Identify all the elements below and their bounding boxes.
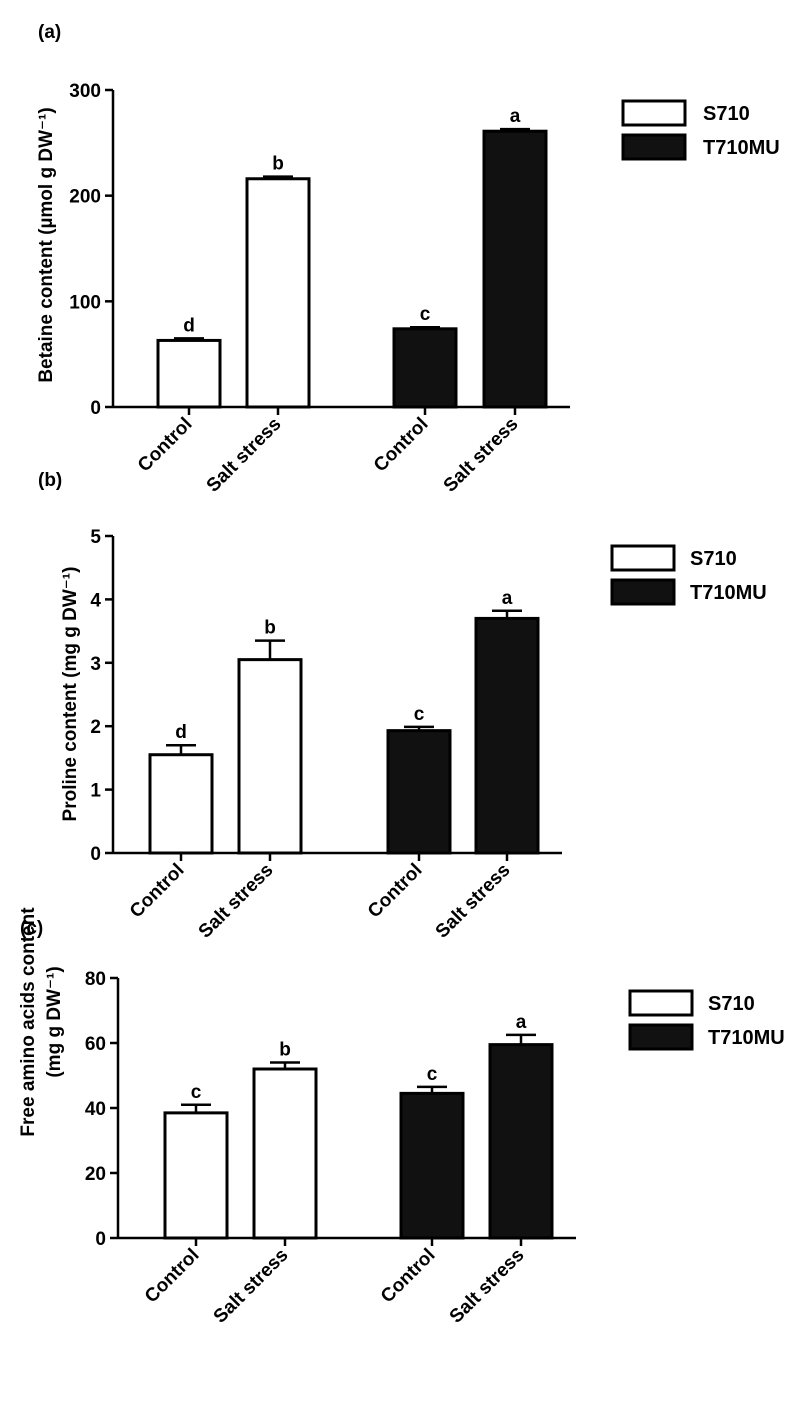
panel-c-bar-t710mu-0 bbox=[399, 1091, 465, 1240]
panel-a-ytick-label: 100 bbox=[69, 292, 101, 313]
panel-c-xtick-label: Salt stress bbox=[446, 1245, 529, 1328]
panel-a-legend-swatch-t710mu bbox=[621, 133, 687, 161]
panel-b-legend-swatch-s710 bbox=[610, 544, 676, 572]
panel-a-bar-s710-1 bbox=[245, 177, 311, 409]
panel-b-xtick-label: Salt stress bbox=[195, 860, 278, 943]
panel-c-ytick-label: 20 bbox=[85, 1164, 106, 1185]
panel-a-label: (a) bbox=[38, 22, 61, 43]
panel-a-xtick-label: Salt stress bbox=[203, 414, 286, 497]
panel-b-label: (b) bbox=[38, 470, 62, 491]
panel-c-bar-s710-0 bbox=[163, 1111, 229, 1240]
panel-a-bar-t710mu-0 bbox=[392, 327, 458, 409]
panel-c-ylabel-line1: Free amino acids content bbox=[18, 907, 39, 1137]
panel-c-legend-swatch-t710mu bbox=[628, 1023, 694, 1051]
panel-c-ytick-label: 80 bbox=[85, 969, 106, 990]
panel-a-xtick-label: Control bbox=[134, 414, 197, 477]
panel-b-ytick-label: 0 bbox=[90, 844, 101, 865]
panel-c-legend-label-s710: S710 bbox=[708, 993, 755, 1015]
panel-a-xtick-label: Salt stress bbox=[440, 414, 523, 497]
panel-a-ylabel: Betaine content (µmol g DW⁻¹) bbox=[36, 107, 57, 382]
panel-b-chart: (b) Proline content (mg g DW⁻¹) d b c a 0 1 2 3… bbox=[38, 470, 767, 943]
panel-a-sig-letter: b bbox=[272, 154, 284, 175]
panel-c-sig-letter: b bbox=[279, 1040, 291, 1061]
panel-c-xtick-label: Salt stress bbox=[210, 1245, 293, 1328]
panel-b-ytick-label: 2 bbox=[90, 717, 101, 738]
panel-a-bar-s710-0 bbox=[156, 338, 222, 409]
panel-a-ytick-label: 0 bbox=[90, 398, 101, 419]
panel-a-xtick-label: Control bbox=[370, 414, 433, 477]
panel-b-bar-t710mu-1 bbox=[474, 616, 540, 855]
panel-a-legend-label-t710mu: T710MU bbox=[703, 137, 780, 159]
panel-b-sig-letter: c bbox=[414, 704, 425, 725]
panel-b-legend-swatch-t710mu bbox=[610, 578, 676, 606]
panel-c-xtick-label: Control bbox=[377, 1245, 440, 1308]
panel-c-ytick-label: 60 bbox=[85, 1034, 106, 1055]
panel-b-legend-label-s710: S710 bbox=[690, 548, 737, 570]
panel-a-sig-letter: a bbox=[510, 106, 521, 127]
panel-b-ytick-label: 1 bbox=[90, 781, 101, 802]
panel-b-ylabel: Proline content (mg g DW⁻¹) bbox=[60, 567, 81, 822]
panel-c-bar-t710mu-1 bbox=[488, 1043, 554, 1240]
panel-c-ylabel-line2: (mg g DW⁻¹) bbox=[44, 966, 65, 1077]
panel-c-legend-swatch-s710 bbox=[628, 989, 694, 1017]
panel-c-xtick-label: Control bbox=[141, 1245, 204, 1308]
panel-c-sig-letter: c bbox=[427, 1064, 438, 1085]
panel-a-legend-label-s710: S710 bbox=[703, 103, 750, 125]
panel-b-ytick-label: 5 bbox=[90, 527, 101, 548]
panel-b-legend-label-t710mu: T710MU bbox=[690, 582, 767, 604]
panel-b-sig-letter: b bbox=[264, 618, 276, 639]
panel-a-legend-swatch-s710 bbox=[621, 99, 687, 127]
panel-c-ytick-label: 40 bbox=[85, 1099, 106, 1120]
panel-b-sig-letter: a bbox=[502, 588, 513, 609]
panel-c-ytick-label: 0 bbox=[95, 1229, 106, 1250]
panel-a-ytick-label: 300 bbox=[69, 81, 101, 102]
panel-b-bar-s710-0 bbox=[148, 753, 214, 855]
panel-c-label: (c) bbox=[20, 918, 43, 939]
panel-b-bar-t710mu-0 bbox=[386, 729, 452, 855]
panel-b-ytick-label: 4 bbox=[90, 590, 101, 611]
panel-b-sig-letter: d bbox=[175, 722, 187, 743]
panel-c-chart: (c) Free amino acids content (mg g DW⁻¹)… bbox=[18, 907, 785, 1328]
panel-c-sig-letter: c bbox=[191, 1082, 202, 1103]
panel-a-sig-letter: d bbox=[183, 315, 195, 336]
panel-b-bar-s710-1 bbox=[237, 658, 303, 855]
panel-b-xtick-label: Control bbox=[126, 860, 189, 923]
panel-a-bar-t710mu-1 bbox=[482, 129, 548, 409]
panel-a-ytick-label: 200 bbox=[69, 187, 101, 208]
panel-a-sig-letter: c bbox=[420, 304, 431, 325]
panel-c-sig-letter: a bbox=[516, 1012, 527, 1033]
panel-c-bar-s710-1 bbox=[252, 1067, 318, 1240]
panel-c-legend-label-t710mu: T710MU bbox=[708, 1027, 785, 1049]
panel-b-xtick-label: Salt stress bbox=[432, 860, 515, 943]
panel-b-xtick-label: Control bbox=[364, 860, 427, 923]
panel-a-chart: (a) Betaine content (µmol g DW⁻¹) d b c a 0 1… bbox=[36, 22, 780, 497]
panel-b-ytick-label: 3 bbox=[90, 654, 101, 675]
